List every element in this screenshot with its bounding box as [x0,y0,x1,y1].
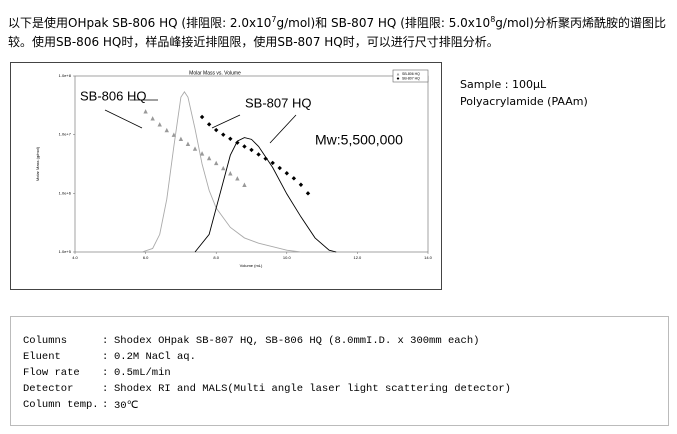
data-point [199,114,205,120]
legend-label: SB-807 HQ [402,76,420,80]
condition-label: Column temp. [23,399,99,411]
sample-volume: Sample : 100μL [460,78,547,91]
condition-label: Eluent [23,351,61,363]
condition-value: 30℃ [114,399,139,412]
x-tick-label: 6.0 [143,255,149,260]
condition-row: Column temp.:30℃ [23,397,511,413]
plot-frame [74,75,429,253]
legend-box [392,69,429,83]
y-tick-label: 1.0e+8 [59,73,72,78]
annotation: Mw:5,500,000 [315,132,403,148]
intro: 以下是使用OHpak SB-806 HQ (排阻限: 2.0x107g/mol)… [8,10,670,52]
condition-value: 0.5mL/min [114,367,171,379]
data-point [192,146,198,151]
data-point [221,132,226,137]
ri-trace [194,137,337,253]
ri-trace [141,91,301,253]
condition-sep: : [102,367,109,379]
x-tick-label: 8.0 [213,255,219,260]
data-point [214,127,219,133]
condition-row: Columns: Shodex OHpak SB-807 HQ, SB-806 H… [23,333,511,349]
chart-title: Molar Mass vs. Volume [189,70,241,76]
x-tick-label: 14.0 [424,255,433,260]
condition-sep: : [102,335,109,347]
intro-text: g/mol)分析聚丙烯酰胺的谱图比较。使用SB-806 HQ时，样品峰接近排阻限… [8,16,666,49]
data-point [221,165,226,171]
condition-sep: : [102,399,109,411]
data-point [150,116,155,121]
data-point [277,165,282,171]
condition-row: Detector: Shodex RI and MALS(Multi angle … [23,381,511,397]
data-point [242,182,247,187]
data-point [263,156,268,161]
data-point [178,136,184,142]
x-tick-label: 4.0 [72,255,78,260]
x-tick-label: 10.0 [283,255,292,260]
y-tick-label: 1.0e+5 [59,249,72,254]
data-point [143,109,148,114]
intro-text: 以下是使用OHpak SB-806 HQ (排阻限: 2.0x10 [8,16,272,30]
data-point [157,122,162,127]
data-point [185,141,191,146]
condition-sep: : [102,383,109,395]
data-point [164,127,169,133]
data-point [305,191,311,196]
condition-value: Shodex OHpak SB-807 HQ, SB-806 HQ (8.0mm… [114,335,480,347]
legend-label: SB-806 HQ [402,72,420,76]
conditions-box: Columns: Shodex OHpak SB-807 HQ, SB-806 H… [10,316,669,426]
intro-text: g/mol)和 SB-807 HQ (排阻限: 5.0x10 [276,16,491,30]
data-point [298,182,304,187]
condition-value: Shodex RI and MALS(Multi angle laser lig… [114,383,511,395]
data-point [242,144,247,149]
condition-label: Columns [23,335,68,347]
x-axis-label: Volume (mL) [240,263,263,268]
data-point [284,171,289,176]
condition-label: Detector [23,383,74,395]
sample-name: Polyacrylamide (PAAm) [460,95,588,108]
data-point [199,151,205,156]
intro-sup: 7 [271,15,277,24]
annotation: SB-807 HQ [245,95,311,110]
data-point [206,122,212,127]
data-point [270,160,275,166]
y-axis-label: Molar Mass (g/mol) [35,146,40,181]
legend-marker [396,72,400,76]
y-tick-label: 1.0e+6 [59,190,72,195]
arrows [104,99,297,144]
data-point [291,176,297,181]
data-point [214,160,219,166]
condition-row: Flow rate:0.5mL/min [23,365,511,381]
condition-value: 0.2M NaCl aq. [114,351,196,363]
data-point [228,171,233,176]
data-point [235,140,240,145]
chart-border [10,62,442,290]
x-tick-label: 12.0 [354,255,363,260]
y-tick-label: 1.0e+7 [59,132,72,137]
data-point [249,147,254,153]
condition-label: Flow rate [23,367,80,379]
intro-sup: 8 [490,15,496,24]
data-point [235,176,240,181]
data-point [228,136,233,142]
data-point [256,152,261,157]
data-point [206,155,212,161]
condition-sep: : [102,351,109,363]
conditions-table: Columns: Shodex OHpak SB-807 HQ, SB-806 H… [23,333,511,413]
condition-row: Eluent:0.2M NaCl aq. [23,349,511,365]
annotation: SB-806 HQ [80,88,146,103]
